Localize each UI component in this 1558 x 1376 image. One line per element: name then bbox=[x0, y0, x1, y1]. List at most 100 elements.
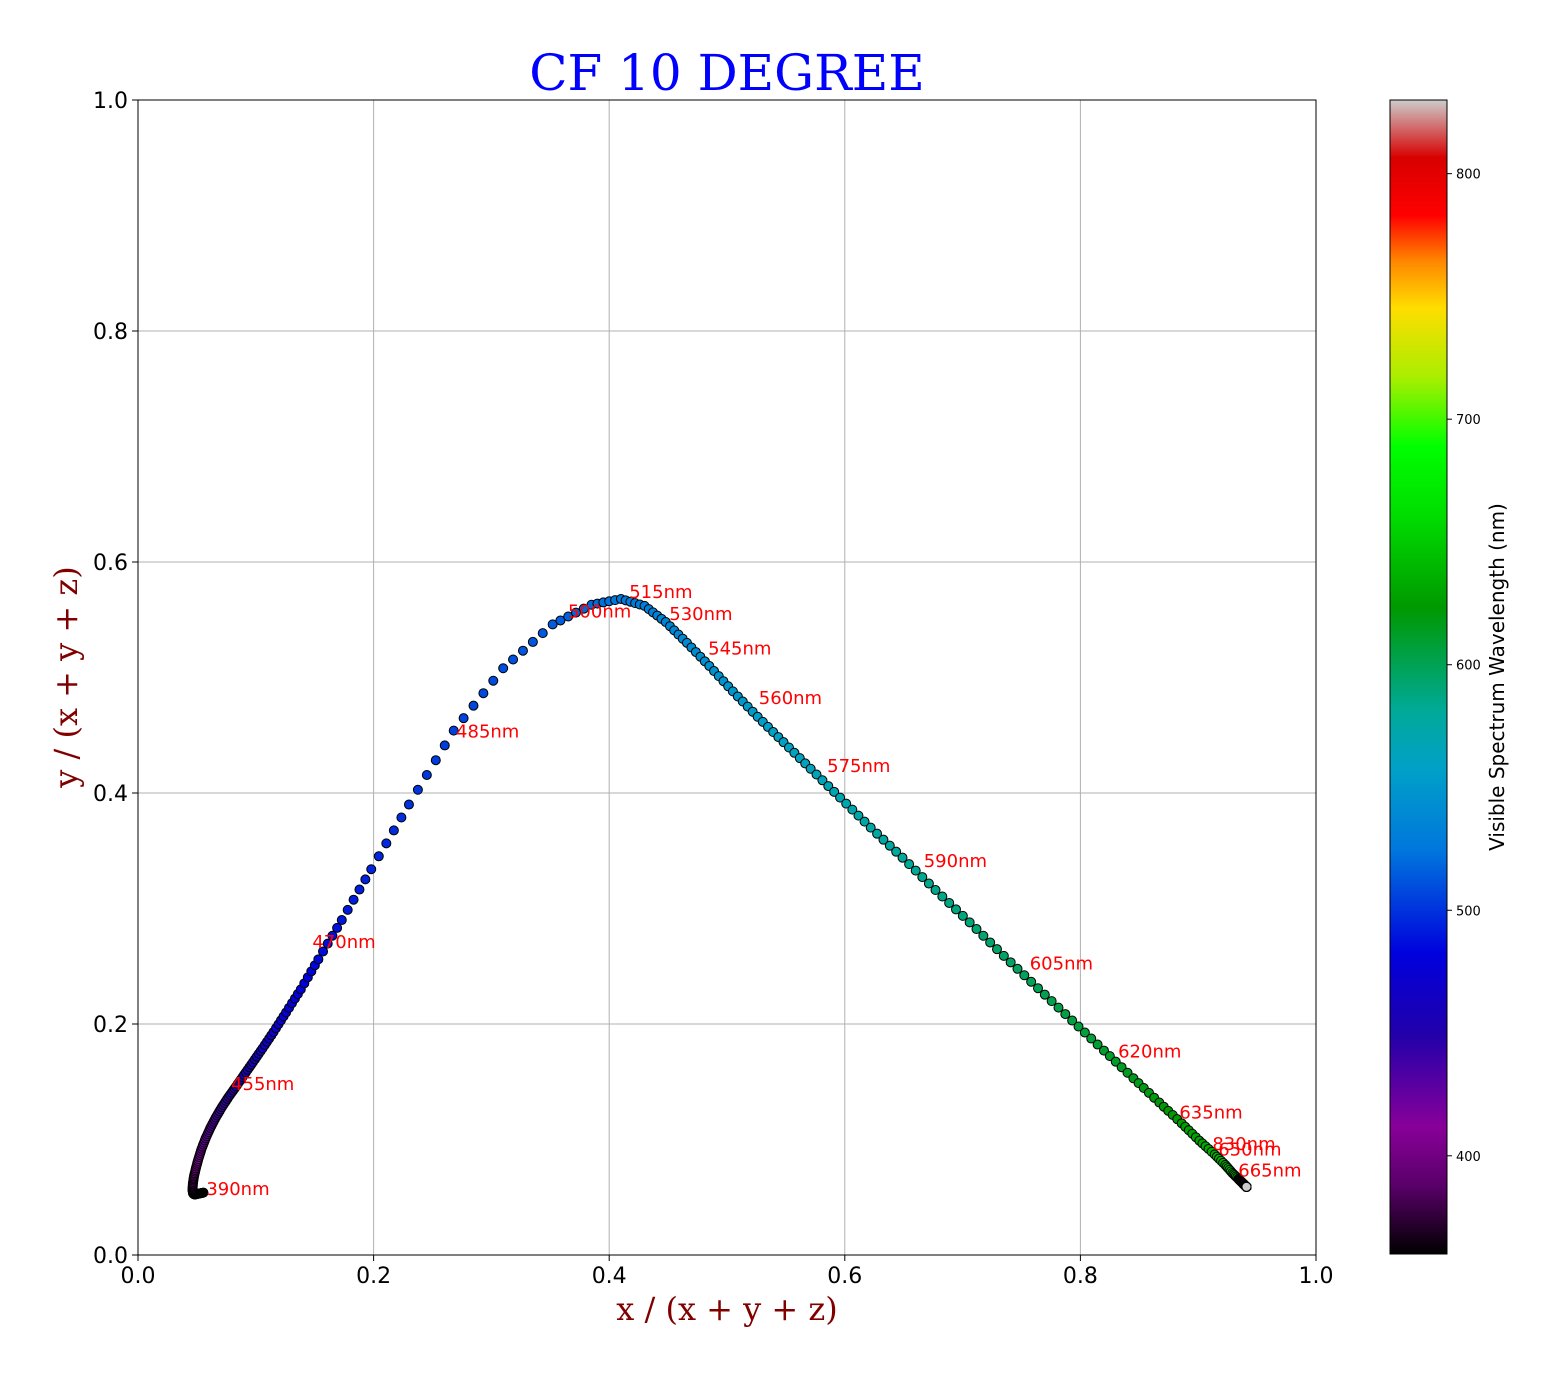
colorbar-gradient bbox=[1389, 99, 1448, 1255]
colorbar: 400 500 600 700 800 Visible Spectrum Wavelen… bbox=[1389, 99, 1509, 1255]
y-tick-label: 0.0 bbox=[93, 1244, 128, 1269]
data-point bbox=[336, 915, 347, 926]
data-point bbox=[1039, 989, 1050, 1000]
data-point bbox=[527, 636, 538, 647]
data-point bbox=[488, 675, 499, 686]
x-tick-label: 0.6 bbox=[827, 1264, 862, 1289]
data-point bbox=[944, 897, 955, 908]
data-point bbox=[354, 884, 365, 895]
data-point bbox=[517, 645, 528, 656]
data-point bbox=[897, 852, 908, 863]
data-point bbox=[835, 792, 846, 803]
data-points bbox=[187, 593, 1252, 1200]
wavelength-annotation: 650nm bbox=[1218, 1140, 1281, 1161]
data-point bbox=[978, 930, 989, 941]
data-point bbox=[1092, 1039, 1103, 1050]
data-point bbox=[957, 910, 968, 921]
data-point bbox=[322, 938, 333, 949]
data-point bbox=[971, 924, 982, 935]
data-point bbox=[859, 816, 870, 827]
wavelength-annotation: 455nm bbox=[231, 1074, 294, 1095]
data-point bbox=[1012, 963, 1023, 974]
data-point bbox=[373, 851, 384, 862]
data-point bbox=[917, 872, 928, 883]
data-point bbox=[366, 864, 377, 875]
y-tick-label: 0.8 bbox=[93, 320, 128, 345]
data-point bbox=[811, 769, 822, 780]
data-point bbox=[327, 930, 338, 941]
data-point bbox=[1079, 1027, 1090, 1038]
data-point bbox=[537, 628, 548, 639]
data-point bbox=[412, 784, 423, 795]
data-point bbox=[563, 611, 574, 622]
data-point bbox=[360, 874, 371, 885]
data-point bbox=[1060, 1009, 1071, 1020]
data-point bbox=[1046, 996, 1057, 1007]
data-point bbox=[910, 865, 921, 876]
y-tick-label: 0.2 bbox=[93, 1013, 128, 1038]
x-tick-label: 1.0 bbox=[1299, 1264, 1334, 1289]
wavelength-annotation: 470nm bbox=[312, 932, 375, 953]
data-point bbox=[891, 846, 902, 857]
plot-area bbox=[187, 593, 1252, 1200]
data-point bbox=[430, 755, 441, 766]
data-point bbox=[951, 904, 962, 915]
data-point bbox=[332, 922, 343, 933]
x-tick-label: 0.4 bbox=[592, 1264, 627, 1289]
data-point bbox=[313, 954, 324, 965]
data-point bbox=[998, 950, 1009, 961]
wavelength-annotation: 665nm bbox=[1238, 1160, 1301, 1181]
data-point bbox=[578, 603, 589, 614]
data-point bbox=[508, 654, 519, 665]
data-point bbox=[1073, 1021, 1084, 1032]
data-point bbox=[985, 937, 996, 948]
data-point bbox=[1005, 957, 1016, 968]
x-axis-label: x / (x + y + z) bbox=[616, 1290, 837, 1328]
x-tick-label: 0.0 bbox=[121, 1264, 156, 1289]
data-point bbox=[991, 944, 1002, 955]
data-point bbox=[403, 799, 414, 810]
y-tick-label: 0.4 bbox=[93, 782, 128, 807]
wavelength-annotation: 830nm bbox=[1212, 1134, 1275, 1155]
wavelength-annotation: 390nm bbox=[206, 1179, 269, 1200]
data-point bbox=[884, 840, 895, 851]
data-point bbox=[878, 834, 889, 845]
colorbar-ticks: 400 500 600 700 800 bbox=[1447, 168, 1481, 1165]
data-point bbox=[570, 607, 581, 618]
data-point bbox=[1067, 1015, 1078, 1026]
colorbar-tick-label: 500 bbox=[1456, 904, 1481, 919]
wavelength-annotation: 605nm bbox=[1030, 954, 1093, 975]
data-point bbox=[847, 804, 858, 815]
data-point bbox=[823, 781, 834, 792]
data-point bbox=[458, 713, 469, 724]
data-point bbox=[547, 619, 558, 630]
wavelength-annotation: 560nm bbox=[759, 688, 822, 709]
data-point bbox=[348, 894, 359, 905]
y-axis-label: y / (x + y + z) bbox=[47, 566, 85, 788]
data-point bbox=[439, 740, 450, 751]
data-point bbox=[448, 725, 459, 736]
colorbar-tick-label: 600 bbox=[1456, 659, 1481, 674]
data-point bbox=[468, 700, 479, 711]
data-point bbox=[872, 828, 883, 839]
data-point bbox=[1053, 1002, 1064, 1013]
wavelength-annotation: 620nm bbox=[1118, 1041, 1181, 1062]
wavelength-annotation: 515nm bbox=[629, 582, 692, 603]
chart-title: CF 10 DEGREE bbox=[529, 44, 925, 102]
y-tick-label: 1.0 bbox=[93, 89, 128, 114]
data-point bbox=[829, 786, 840, 797]
x-axis-ticks: 0.0 0.2 0.4 0.6 0.8 1.0 bbox=[121, 1255, 1334, 1289]
data-point bbox=[381, 838, 392, 849]
data-point bbox=[388, 825, 399, 836]
data-point bbox=[1032, 983, 1043, 994]
data-point bbox=[841, 798, 852, 809]
data-point bbox=[478, 688, 489, 699]
colorbar-tick-label: 400 bbox=[1456, 1150, 1481, 1165]
colorbar-tick-label: 700 bbox=[1456, 413, 1481, 428]
data-point bbox=[396, 812, 407, 823]
data-point bbox=[1241, 1181, 1252, 1192]
y-axis-ticks: 0.0 0.2 0.4 0.6 0.8 1.0 bbox=[93, 89, 138, 1269]
data-point bbox=[421, 769, 432, 780]
